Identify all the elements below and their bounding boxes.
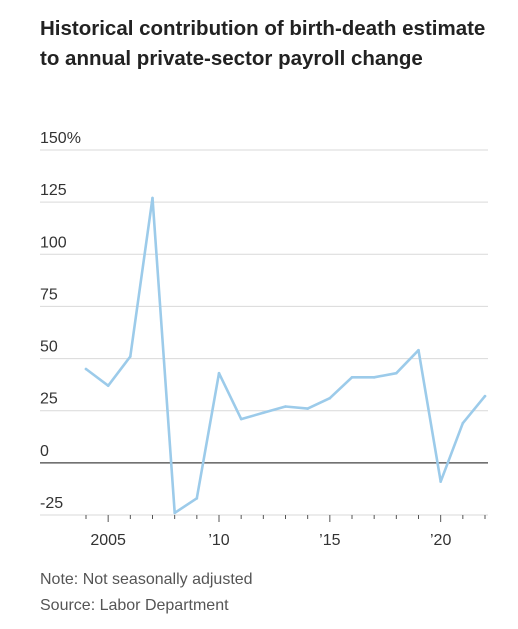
y-tick-label: 50 (40, 339, 58, 356)
y-tick-label: 75 (40, 286, 58, 303)
x-axis: 2005 ’10 ’15 ’20 (85, 515, 486, 549)
data-point (417, 348, 420, 352)
data-point (461, 421, 465, 425)
data-point (372, 376, 376, 379)
chart-title: Historical contribution of birth-death e… (40, 17, 486, 70)
y-tick-label: -25 (40, 495, 63, 512)
data-point (306, 407, 309, 410)
data-point (151, 196, 154, 200)
y-axis-labels: 150% 125 100 75 50 25 0 -25 (40, 130, 81, 512)
source-text: Source: Labor Department (40, 597, 229, 614)
data-point (217, 371, 221, 375)
data-point (483, 394, 487, 398)
x-tick-label: 2005 (90, 532, 126, 549)
x-tick-label: ’15 (319, 532, 340, 549)
y-tick-label: 150% (40, 130, 81, 147)
y-tick-label: 0 (40, 443, 49, 460)
y-tick-label: 25 (40, 391, 58, 408)
data-point (284, 405, 287, 408)
note-text: Note: Not seasonally adjusted (40, 571, 253, 588)
chart-notes: Note: Not seasonally adjusted Source: La… (40, 567, 253, 619)
data-point (106, 384, 110, 387)
data-point (239, 417, 243, 421)
data-point (195, 497, 199, 500)
data-point (395, 371, 398, 375)
data-point (328, 396, 332, 400)
gridlines (40, 149, 488, 516)
y-tick-label: 125 (40, 182, 67, 199)
data-point (439, 480, 442, 483)
x-tick-label: ’10 (208, 532, 229, 549)
data-point (350, 376, 354, 379)
series-layer (84, 196, 487, 515)
data-point (262, 411, 265, 415)
data-point (173, 511, 176, 515)
x-tick-label: ’20 (430, 532, 451, 549)
data-point (84, 367, 88, 371)
data-point (129, 355, 132, 358)
y-tick-label: 100 (40, 234, 67, 251)
series-line (84, 196, 487, 515)
